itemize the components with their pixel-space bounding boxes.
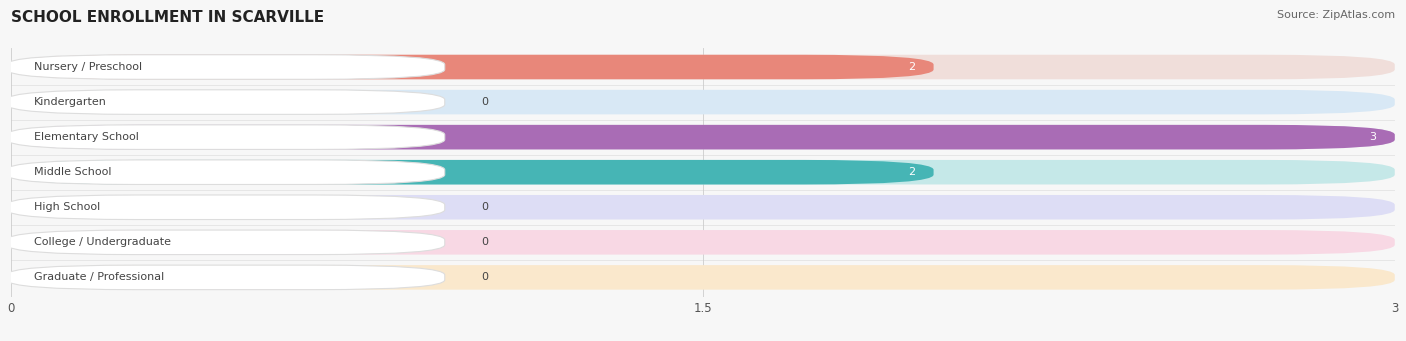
Text: Source: ZipAtlas.com: Source: ZipAtlas.com: [1277, 10, 1395, 20]
FancyBboxPatch shape: [11, 125, 1395, 149]
FancyBboxPatch shape: [11, 90, 1395, 114]
FancyBboxPatch shape: [11, 125, 1395, 149]
FancyBboxPatch shape: [7, 160, 444, 184]
FancyBboxPatch shape: [7, 230, 444, 255]
Text: 2: 2: [908, 62, 915, 72]
FancyBboxPatch shape: [7, 125, 444, 149]
FancyBboxPatch shape: [7, 90, 444, 114]
FancyBboxPatch shape: [11, 160, 1395, 184]
Text: Nursery / Preschool: Nursery / Preschool: [34, 62, 142, 72]
FancyBboxPatch shape: [7, 195, 444, 220]
Text: 0: 0: [482, 237, 489, 247]
FancyBboxPatch shape: [11, 55, 934, 79]
Text: High School: High School: [34, 202, 101, 212]
Text: 0: 0: [482, 97, 489, 107]
Text: 2: 2: [908, 167, 915, 177]
FancyBboxPatch shape: [11, 55, 1395, 79]
FancyBboxPatch shape: [11, 265, 1395, 290]
Text: 0: 0: [482, 202, 489, 212]
Text: SCHOOL ENROLLMENT IN SCARVILLE: SCHOOL ENROLLMENT IN SCARVILLE: [11, 10, 325, 25]
Text: 0: 0: [482, 272, 489, 282]
Text: Elementary School: Elementary School: [34, 132, 139, 142]
Text: Kindergarten: Kindergarten: [34, 97, 107, 107]
Text: Middle School: Middle School: [34, 167, 112, 177]
FancyBboxPatch shape: [11, 160, 934, 184]
Text: Graduate / Professional: Graduate / Professional: [34, 272, 165, 282]
Text: College / Undergraduate: College / Undergraduate: [34, 237, 172, 247]
FancyBboxPatch shape: [7, 55, 444, 79]
Text: 3: 3: [1369, 132, 1376, 142]
FancyBboxPatch shape: [11, 195, 1395, 220]
FancyBboxPatch shape: [7, 265, 444, 290]
FancyBboxPatch shape: [11, 230, 1395, 255]
